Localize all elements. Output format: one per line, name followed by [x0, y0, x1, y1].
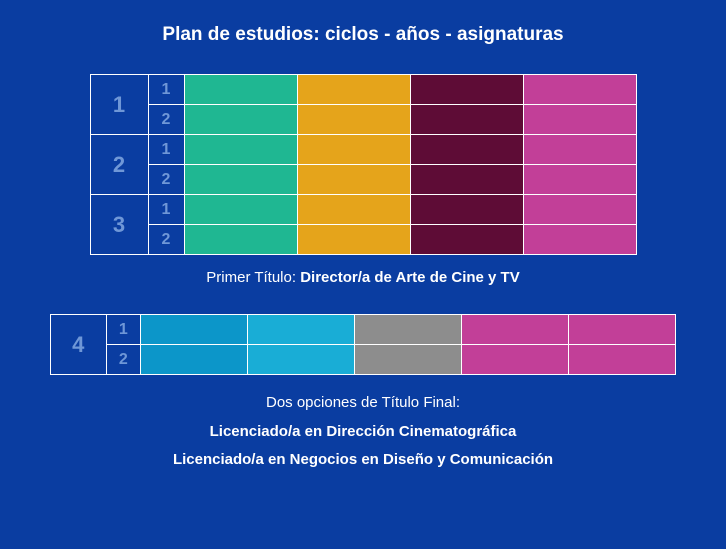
- subject-cell: [410, 75, 523, 105]
- subject-cell: [523, 195, 636, 225]
- year-number-cell: 1: [148, 75, 184, 105]
- subject-cell: [141, 345, 248, 375]
- page-title: Plan de estudios: ciclos - años - asigna…: [50, 24, 676, 46]
- primary-title-label: Primer Título:: [206, 269, 300, 286]
- subject-cell: [297, 195, 410, 225]
- year-number-cell: 1: [106, 315, 141, 345]
- infographic-root: Plan de estudios: ciclos - años - asigna…: [0, 0, 726, 475]
- subject-cell: [184, 75, 297, 105]
- subject-cell: [410, 225, 523, 255]
- subject-cell: [355, 315, 462, 345]
- subject-cell: [248, 345, 355, 375]
- cycle-number-cell: 1: [90, 75, 148, 135]
- cycle-number-cell: 2: [90, 135, 148, 195]
- subject-cell: [523, 165, 636, 195]
- final-title-intro: Dos opciones de Título Final:: [50, 389, 676, 418]
- year-number-cell: 1: [148, 195, 184, 225]
- subject-cell: [462, 315, 569, 345]
- subject-cell: [184, 225, 297, 255]
- final-title-option-1: Licenciado/a en Dirección Cinematográfic…: [50, 418, 676, 447]
- subject-cell: [410, 195, 523, 225]
- cycle-number-cell: 3: [90, 195, 148, 255]
- subject-cell: [355, 345, 462, 375]
- final-title-caption: Dos opciones de Título Final: Licenciado…: [50, 389, 676, 475]
- subject-cell: [410, 105, 523, 135]
- subject-cell: [297, 165, 410, 195]
- year-number-cell: 1: [148, 135, 184, 165]
- primary-title-value: Director/a de Arte de Cine y TV: [300, 269, 520, 286]
- subject-cell: [568, 345, 675, 375]
- year-number-cell: 2: [148, 105, 184, 135]
- subject-cell: [523, 75, 636, 105]
- curriculum-table-cycle-4: 412: [50, 314, 676, 375]
- cycle-number-cell: 4: [51, 315, 107, 375]
- year-number-cell: 2: [148, 225, 184, 255]
- subject-cell: [523, 135, 636, 165]
- subject-cell: [184, 165, 297, 195]
- subject-cell: [568, 315, 675, 345]
- curriculum-table-cycles-1-3: 112212312: [90, 74, 637, 255]
- year-number-cell: 2: [148, 165, 184, 195]
- year-number-cell: 2: [106, 345, 141, 375]
- subject-cell: [523, 105, 636, 135]
- subject-cell: [297, 135, 410, 165]
- final-title-option-2: Licenciado/a en Negocios en Diseño y Com…: [50, 446, 676, 475]
- subject-cell: [184, 195, 297, 225]
- subject-cell: [462, 345, 569, 375]
- subject-cell: [297, 75, 410, 105]
- subject-cell: [141, 315, 248, 345]
- subject-cell: [297, 225, 410, 255]
- subject-cell: [248, 315, 355, 345]
- subject-cell: [184, 135, 297, 165]
- subject-cell: [410, 165, 523, 195]
- subject-cell: [523, 225, 636, 255]
- subject-cell: [410, 135, 523, 165]
- primary-title-caption: Primer Título: Director/a de Arte de Cin…: [50, 269, 676, 286]
- subject-cell: [184, 105, 297, 135]
- subject-cell: [297, 105, 410, 135]
